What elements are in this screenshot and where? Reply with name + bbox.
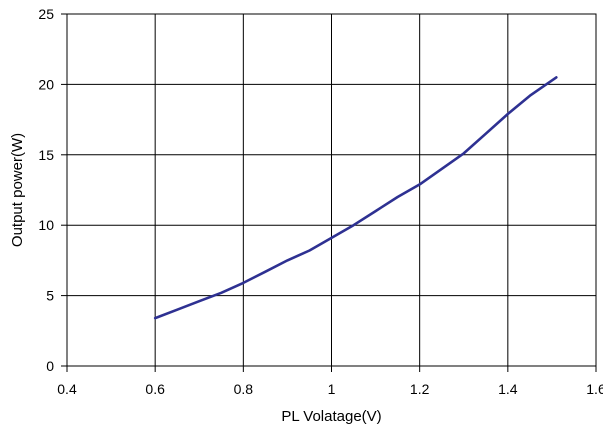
y-axis-title: Output power(W) <box>9 133 26 247</box>
series-points <box>155 77 557 319</box>
x-tick-label: 0.4 <box>57 381 77 397</box>
y-tick-label: 5 <box>46 288 54 304</box>
x-tick-label: 1 <box>328 381 336 397</box>
y-tick-label: 25 <box>38 6 54 22</box>
vertical-gridlines <box>154 14 509 366</box>
y-tick-label: 10 <box>38 217 54 233</box>
axis-ticks <box>61 13 597 372</box>
x-tick-label: 0.8 <box>234 381 254 397</box>
y-tick-label: 15 <box>38 147 54 163</box>
horizontal-gridlines <box>67 83 596 297</box>
y-tick-labels: 0 5 10 15 20 25 <box>38 6 54 374</box>
series-line <box>153 76 558 320</box>
x-axis-title: PL Volatage(V) <box>281 408 381 425</box>
y-tick-label: 0 <box>46 358 54 374</box>
x-tick-label: 1.6 <box>586 381 603 397</box>
x-tick-labels: 0.4 0.6 0.8 1 1.2 1.4 1.6 <box>57 381 603 397</box>
y-tick-label: 20 <box>38 76 54 92</box>
x-tick-label: 1.4 <box>498 381 518 397</box>
x-tick-label: 1.2 <box>410 381 430 397</box>
x-tick-label: 0.6 <box>145 381 165 397</box>
